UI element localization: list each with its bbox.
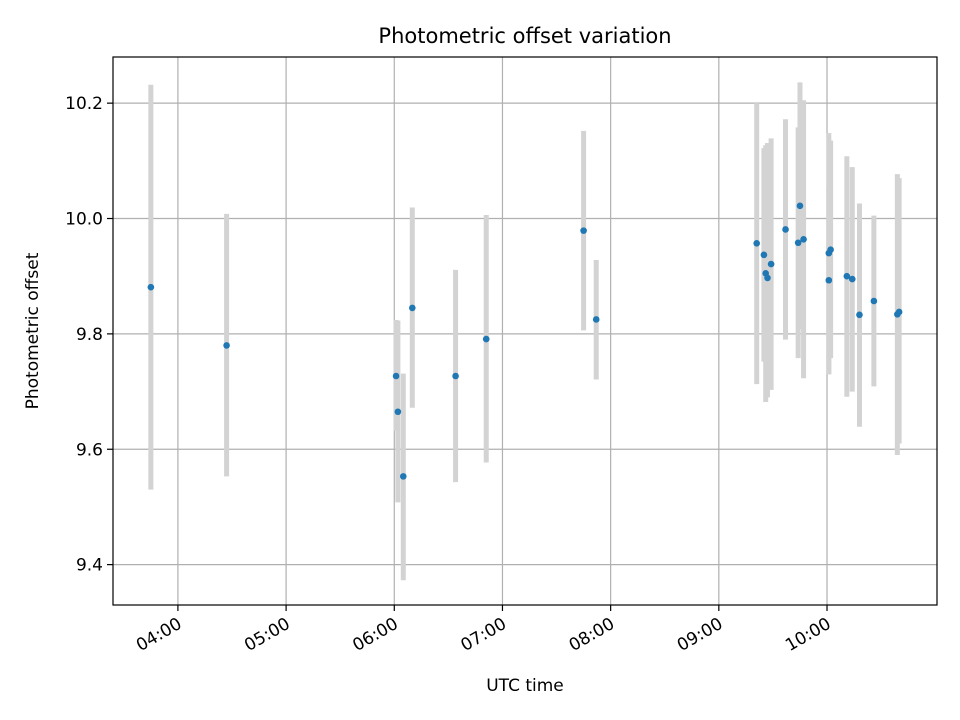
y-tick-label: 10.0 xyxy=(65,210,103,230)
data-point xyxy=(825,276,833,284)
data-point xyxy=(760,251,768,259)
y-tick-label: 10.2 xyxy=(65,94,103,114)
data-point xyxy=(223,342,230,349)
y-tick-label: 9.4 xyxy=(76,556,103,576)
data-point xyxy=(392,372,400,380)
data-point xyxy=(399,473,407,480)
data-point xyxy=(870,297,878,305)
y-axis-label: Photometric offset xyxy=(23,252,43,409)
data-point xyxy=(843,272,851,280)
data-point xyxy=(848,275,856,283)
x-tick-label: 07:00 xyxy=(458,614,510,656)
x-tick-label: 05:00 xyxy=(241,614,293,656)
data-point xyxy=(794,239,802,247)
data-point xyxy=(753,240,760,247)
x-tick-label: 10:00 xyxy=(782,614,834,656)
chart-title: Photometric offset variation xyxy=(378,24,671,48)
grid xyxy=(113,57,937,605)
data-point xyxy=(782,226,789,233)
data-point xyxy=(147,283,155,291)
data-point xyxy=(452,372,459,380)
data-point xyxy=(856,311,863,319)
x-tick-label: 04:00 xyxy=(133,614,185,656)
x-axis-label: UTC time xyxy=(486,676,564,696)
x-tick-label: 08:00 xyxy=(566,614,618,656)
data-point xyxy=(800,235,807,243)
x-tick-label: 06:00 xyxy=(349,614,401,656)
data-point xyxy=(394,408,402,416)
data-point xyxy=(764,274,771,282)
data-point xyxy=(767,260,775,268)
data-point xyxy=(592,316,600,323)
data-points xyxy=(147,202,903,480)
y-tick-label: 9.6 xyxy=(76,440,103,460)
data-point xyxy=(482,335,490,343)
data-point xyxy=(409,304,416,312)
data-point xyxy=(796,202,804,210)
plot-frame xyxy=(112,56,938,606)
data-point xyxy=(580,227,587,234)
x-tick-label: 09:00 xyxy=(674,614,726,656)
data-point xyxy=(895,308,903,316)
error-bars xyxy=(148,82,902,581)
y-tick-label: 9.8 xyxy=(76,325,103,345)
data-point xyxy=(827,246,834,253)
